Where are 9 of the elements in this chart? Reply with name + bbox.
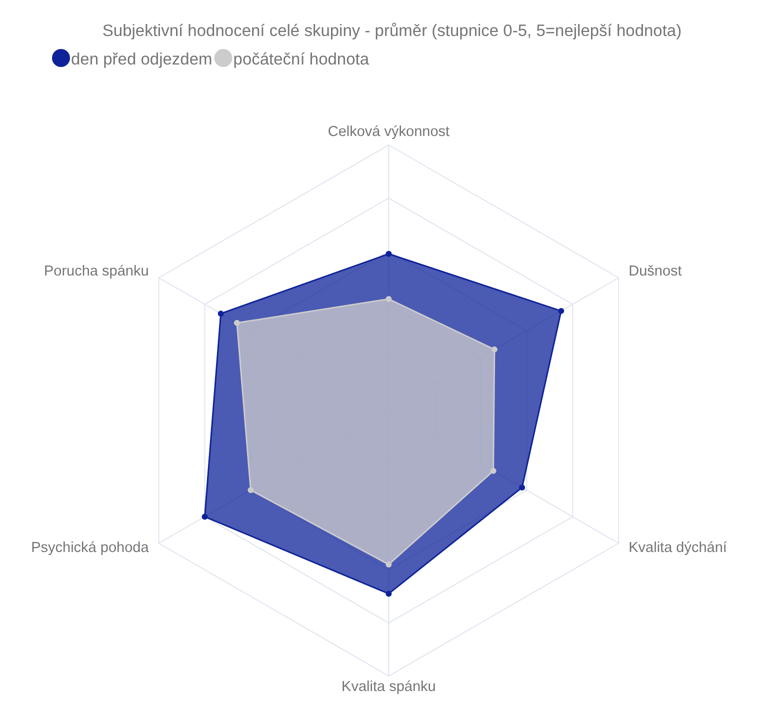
spoke-label: Porucha spánku (44, 264, 149, 280)
chart-title: Subjektivní hodnocení celé skupiny - průměr (stupnice 0-5, 5=nejlepší hodnota) (102, 22, 682, 40)
legend-label: den před odjezdem (71, 50, 212, 68)
spoke-label: Dušnost (628, 264, 682, 280)
spoke-label: Psychická pohoda (31, 540, 150, 556)
legend-label: počáteční hodnota (233, 50, 370, 68)
spoke-label: Celková výkonnost (328, 124, 450, 140)
spoke-label: Kvalita dýchání (628, 540, 727, 556)
spoke-label: Kvalita spánku (342, 678, 436, 695)
